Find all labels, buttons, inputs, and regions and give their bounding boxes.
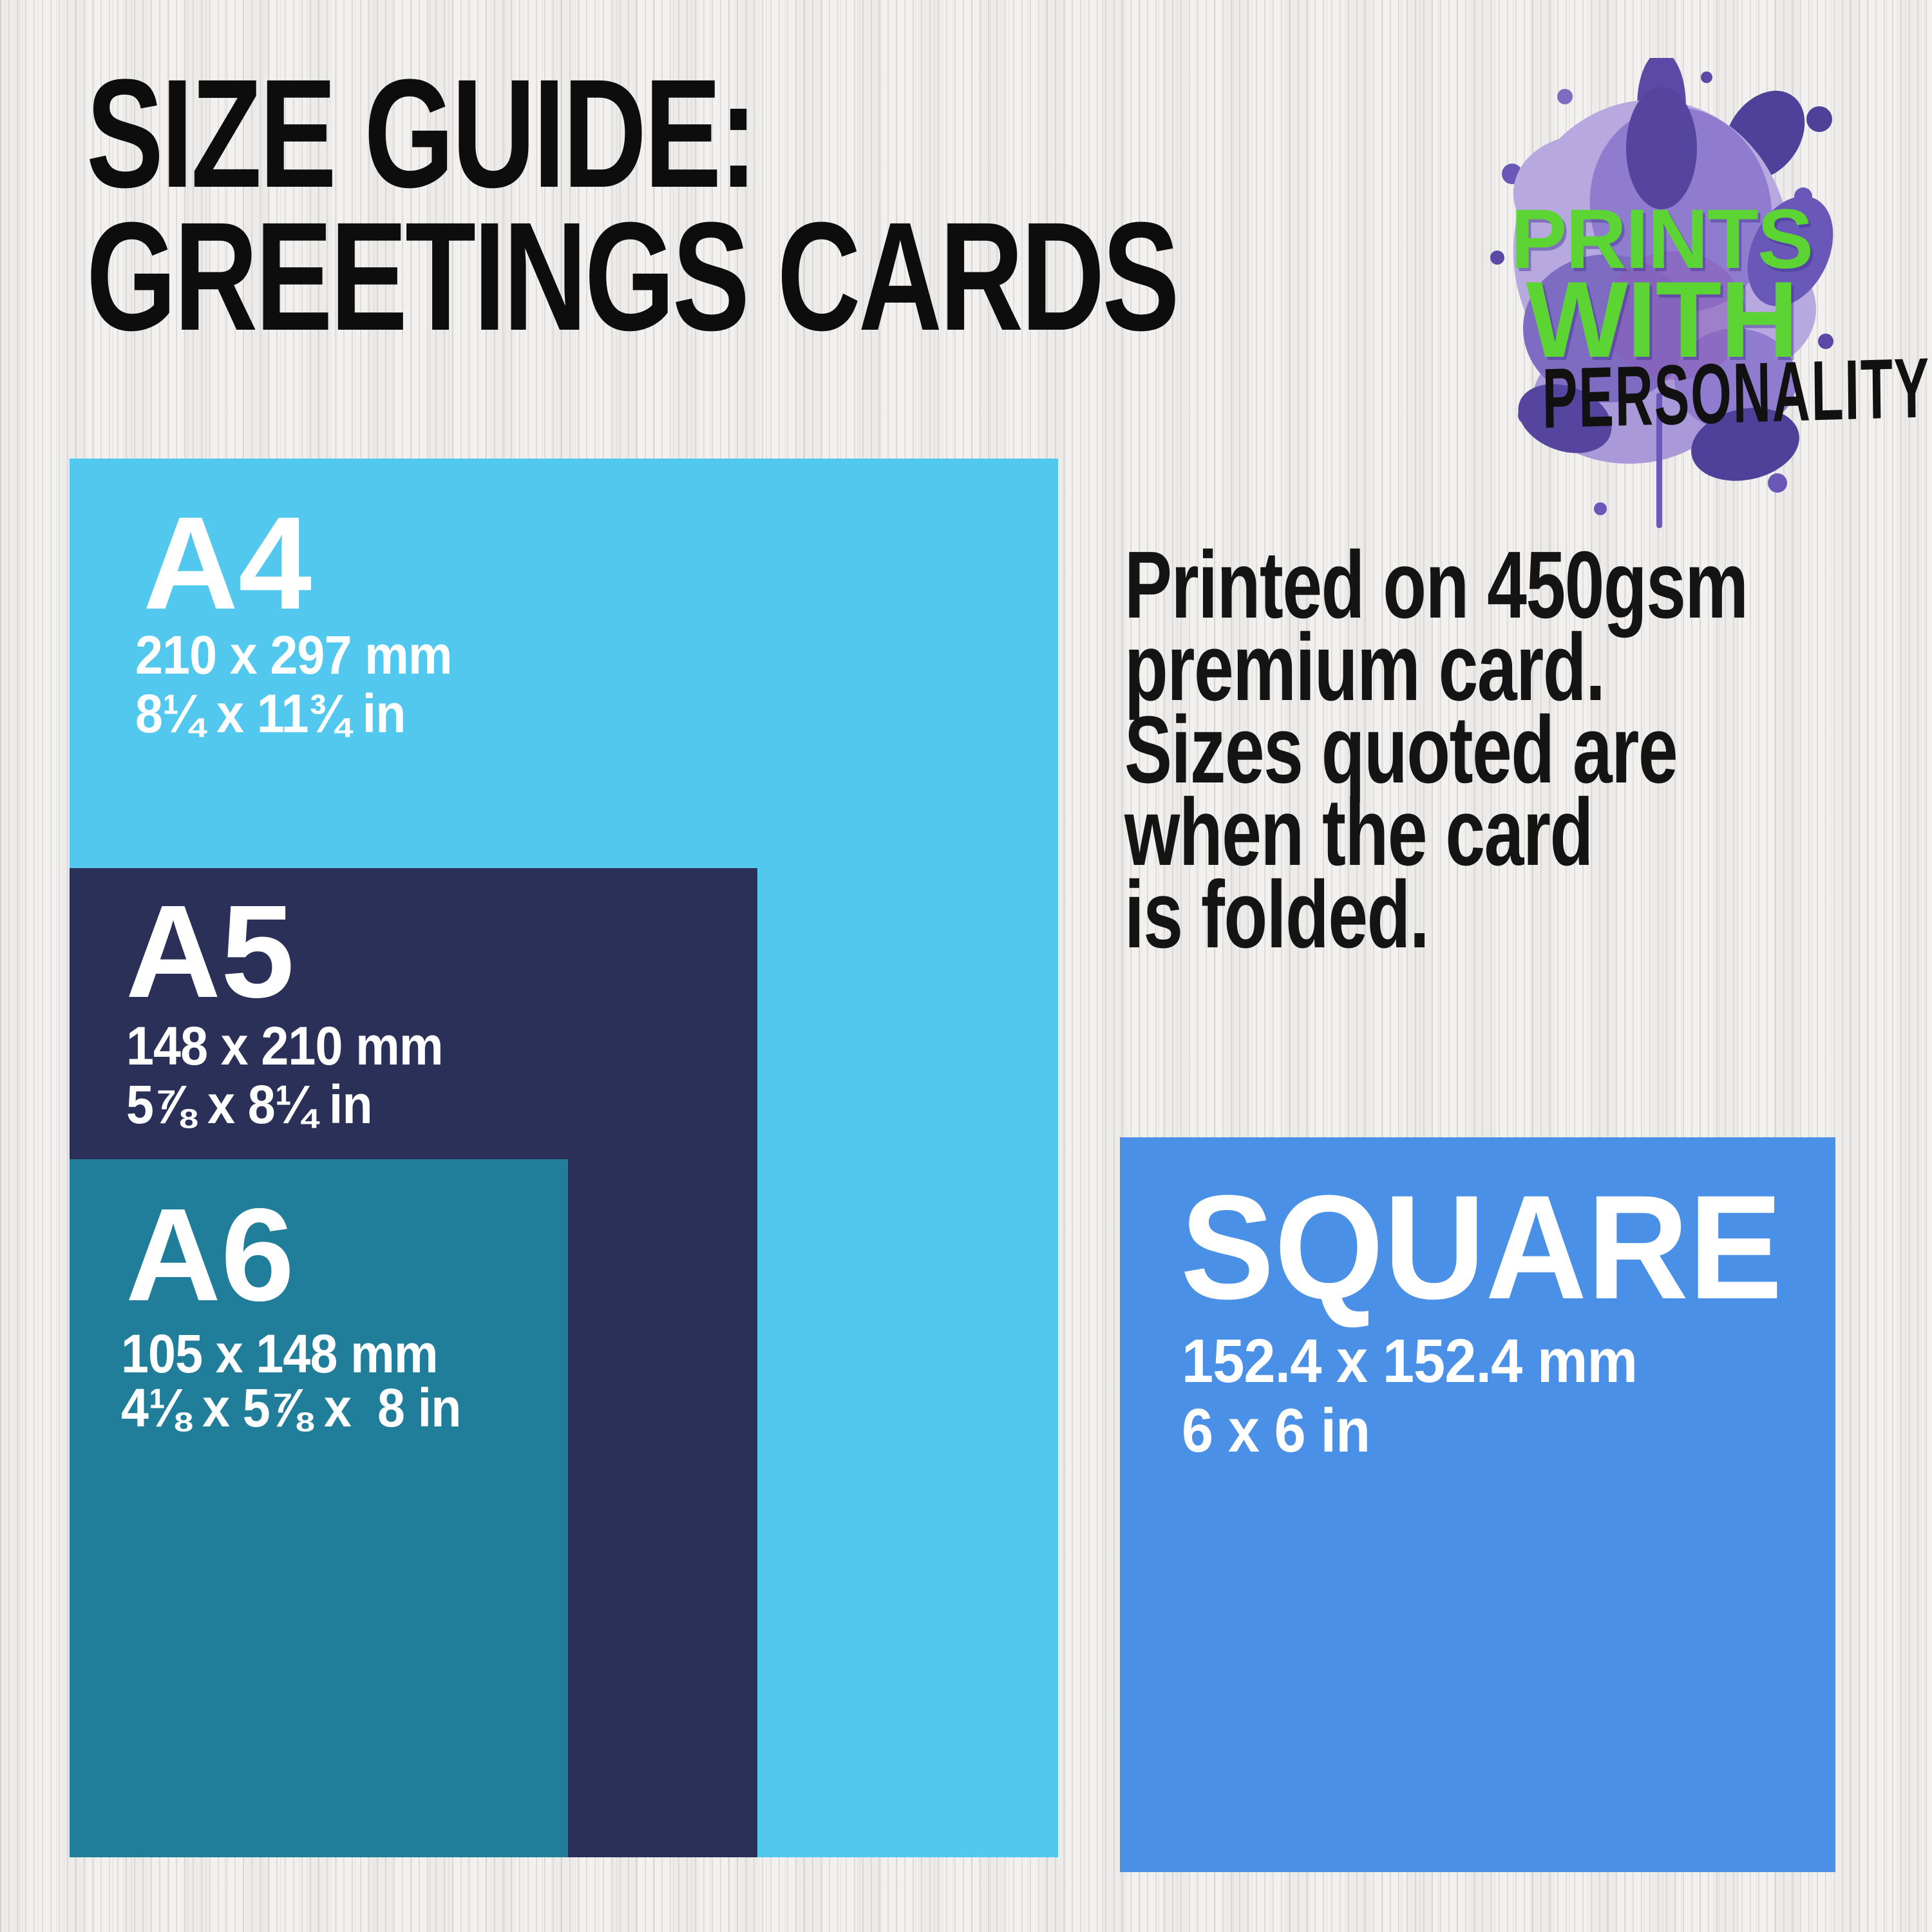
note-line: is folded.: [1124, 862, 1430, 968]
card-a6-size-inches: 4⅛ x 5⅞ x 8 in: [121, 1378, 461, 1438]
logo-word-with: WITH: [1526, 259, 1798, 380]
logo-word-personality: PERSONALITY: [1542, 340, 1931, 446]
note-text: Printed on 450gsm premium card. Sizes qu…: [1124, 532, 1748, 968]
paint-splatter-icon: [1490, 58, 1833, 528]
note-line: premium card.: [1124, 614, 1605, 721]
page-title-line1: SIZE GUIDE:: [86, 47, 758, 220]
logo-word-prints: PRINTS: [1510, 191, 1814, 286]
card-a4-size-mm: 210 x 297 mm: [135, 625, 453, 685]
card-a6-size-mm: 105 x 148 mm: [121, 1323, 439, 1384]
card-a5-size-mm: 148 x 210 mm: [126, 1016, 444, 1076]
card-square-rectangle: [1120, 1137, 1835, 1872]
card-a4-label: A4: [143, 489, 312, 637]
card-a6-label: A6: [126, 1181, 295, 1329]
card-square-size-mm: 152.4 x 152.4 mm: [1182, 1327, 1638, 1396]
page-title-line2: GREETINGS CARDS: [86, 190, 1180, 363]
note-line: Printed on 450gsm: [1124, 532, 1748, 638]
card-square-label: SQUARE: [1180, 1164, 1783, 1330]
brand-logo: PRINTS WITH PERSONALITY: [1468, 58, 1931, 547]
note-line: when the card: [1124, 779, 1593, 886]
note-line: Sizes quoted are: [1124, 697, 1678, 803]
card-a5-label: A5: [126, 878, 295, 1025]
card-a5-size-inches: 5⅞ x 8¼ in: [126, 1074, 373, 1135]
card-a4-size-inches: 8¼ x 11¾ in: [135, 683, 406, 744]
page-title: SIZE GUIDE: GREETINGS CARDS: [86, 47, 1180, 363]
card-a6-rectangle: [70, 1159, 568, 1857]
card-square-size-inches: 6 x 6 in: [1182, 1396, 1370, 1465]
